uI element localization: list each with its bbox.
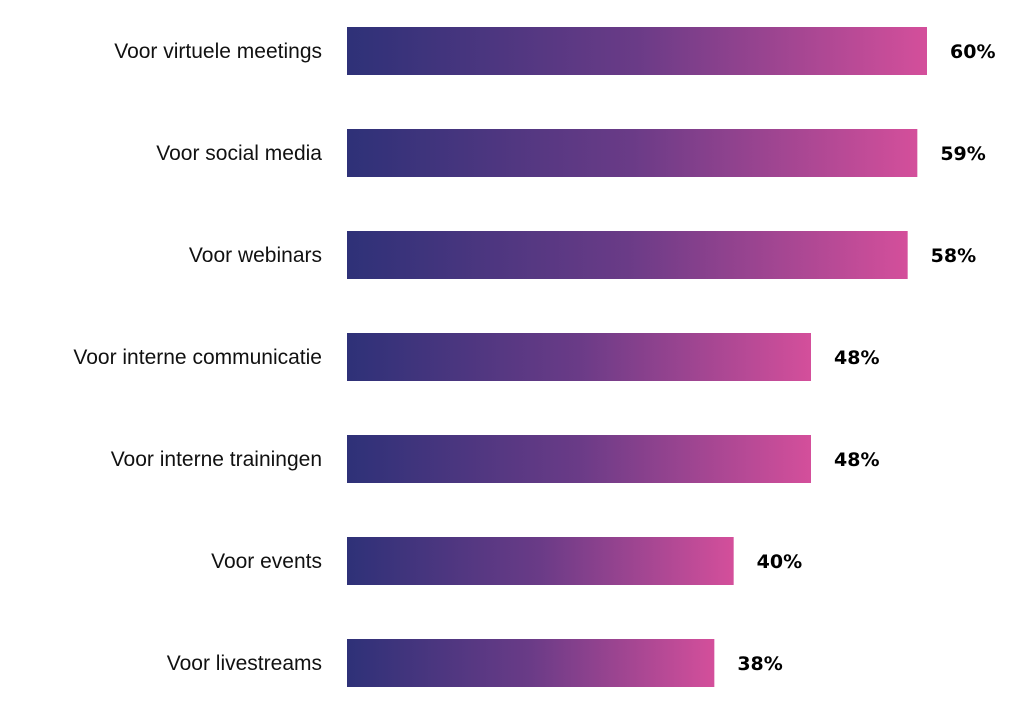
bar-3 xyxy=(347,333,811,381)
category-label: Voor webinars xyxy=(189,244,322,267)
category-label: Voor events xyxy=(211,550,322,573)
bars-group xyxy=(347,27,927,687)
value-label: 40% xyxy=(757,551,802,573)
category-labels-group: Voor virtuele meetings Voor social media V… xyxy=(73,40,322,675)
value-label: 59% xyxy=(940,143,985,165)
bar-1 xyxy=(347,129,918,177)
bar-2 xyxy=(347,231,908,279)
value-label: 38% xyxy=(737,653,782,675)
bar-5 xyxy=(347,537,734,585)
value-label: 48% xyxy=(834,347,879,369)
value-labels-group: 60% 59% 58% 48% 48% 40% 38% xyxy=(737,41,995,675)
category-label: Voor interne trainingen xyxy=(111,448,322,471)
category-label: Voor virtuele meetings xyxy=(114,40,322,63)
category-label: Voor social media xyxy=(156,142,322,165)
value-label: 58% xyxy=(931,245,976,267)
bar-4 xyxy=(347,435,811,483)
bar-0 xyxy=(347,27,927,75)
value-label: 48% xyxy=(834,449,879,471)
category-label: Voor livestreams xyxy=(167,652,322,675)
category-label: Voor interne communicatie xyxy=(73,346,322,369)
value-label: 60% xyxy=(950,41,995,63)
bar-6 xyxy=(347,639,715,687)
